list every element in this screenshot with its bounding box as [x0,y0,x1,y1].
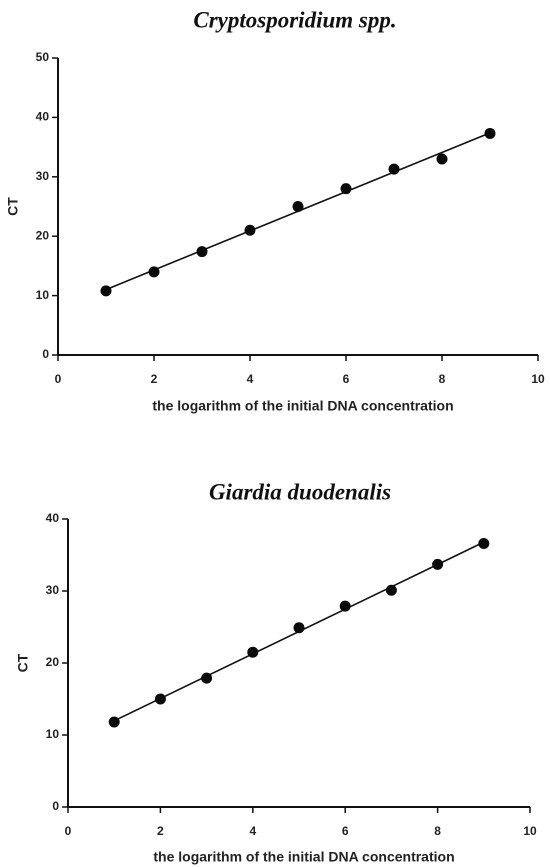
x-tick-label: 10 [523,824,537,838]
x-tick-label: 6 [342,824,349,838]
x-axis-label: the logarithm of the initial DNA concent… [152,398,453,414]
data-point [339,600,351,612]
y-axis-label: CT [5,197,21,216]
data-point [196,246,208,258]
x-tick-label: 4 [247,372,254,386]
data-point [154,693,166,705]
y-tick-label: 50 [36,50,50,64]
x-tick-label: 2 [157,824,164,838]
data-point [385,584,397,596]
x-tick-label: 0 [65,824,72,838]
data-point [100,285,112,297]
x-tick-label: 8 [434,824,441,838]
y-tick-label: 20 [46,655,60,669]
x-tick-label: 8 [439,372,446,386]
data-point [436,153,448,165]
y-tick-label: 40 [46,511,60,525]
x-tick-label: 0 [55,372,62,386]
y-tick-label: 0 [52,799,59,813]
data-point [432,558,444,570]
data-point [247,646,259,658]
chart-2: Giardia duodenalis 0 10 20 30 40 0 2 4 6 8 10 the lo… [15,479,537,864]
data-point [388,163,400,175]
x-tick-label: 2 [151,372,158,386]
data-point [340,183,352,195]
x-tick-label: 6 [343,372,350,386]
y-tick-label: 0 [42,347,49,361]
x-axis-label: the logarithm of the initial DNA concent… [153,849,454,865]
data-point [292,201,304,212]
chart-1: Cryptosporidium spp. 0 10 20 30 40 50 0 2 4 6 8 10 th… [5,7,545,413]
data-point [244,224,256,236]
data-point [484,127,496,139]
y-tick-label: 30 [46,583,60,597]
y-tick-label: 20 [36,228,50,242]
data-point [293,622,305,634]
data-point [201,672,213,684]
data-point [148,266,160,278]
chart-title: Giardia duodenalis [209,479,391,504]
y-tick-label: 30 [36,169,50,183]
data-point [108,716,120,728]
x-tick-label: 4 [249,824,256,838]
y-tick-label: 40 [36,110,50,124]
data-point [478,537,490,549]
y-axis-label: CT [15,653,31,672]
y-tick-label: 10 [36,288,50,302]
chart-title: Cryptosporidium spp. [193,7,396,32]
x-tick-label: 10 [531,372,545,386]
y-tick-label: 10 [46,727,60,741]
